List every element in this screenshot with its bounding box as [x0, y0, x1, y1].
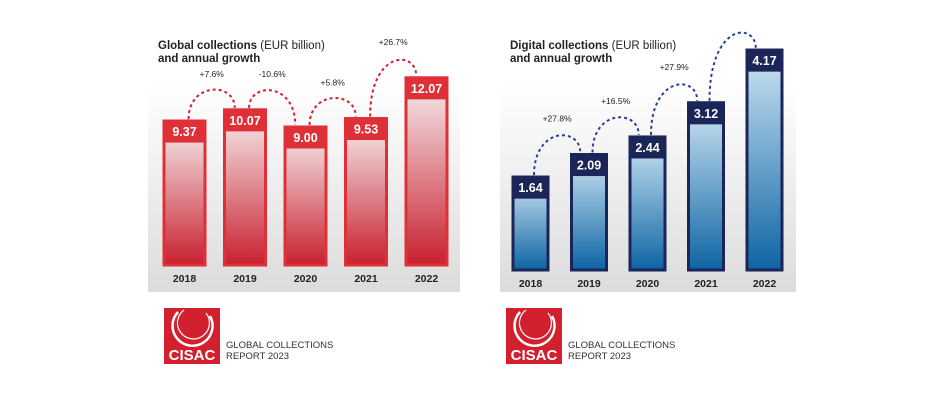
- bar-value-header: [162, 119, 207, 143]
- bar-value-label: 9.37: [172, 125, 196, 139]
- bar-value-header: [628, 135, 667, 159]
- bar-value-header: [511, 175, 550, 199]
- cisac-logo: CISAC: [506, 308, 562, 364]
- bar: [283, 125, 328, 267]
- bar: [344, 117, 388, 267]
- report-caption: GLOBAL COLLECTIONS REPORT 2023: [568, 340, 675, 362]
- chart-title: Global collections (EUR billion) and ann…: [158, 40, 325, 66]
- x-tick-label: 2020: [636, 278, 660, 290]
- global-collections-chart: Global collections (EUR billion) and ann…: [148, 30, 460, 292]
- bar-chart-svg: 9.37 2018 10.07 2019 9.00 2020 9.53 2021 12.07 20…: [162, 37, 449, 285]
- bar: [687, 101, 725, 272]
- bar-value-header: [223, 108, 267, 132]
- x-tick-label: 2018: [173, 273, 197, 285]
- title-unit: (EUR billion): [260, 40, 325, 52]
- bar: [223, 108, 267, 267]
- x-tick-label: 2019: [233, 273, 257, 285]
- svg-text:CISAC: CISAC: [169, 347, 216, 364]
- bar-value-label: 2.09: [577, 159, 601, 173]
- report-line1: GLOBAL COLLECTIONS: [226, 340, 334, 351]
- growth-label: +26.7%: [379, 37, 409, 47]
- x-tick-label: 2021: [354, 273, 378, 285]
- growth-label: -10.6%: [259, 69, 286, 79]
- bar-value-header: [570, 153, 608, 177]
- bar-chart-svg: 1.64 2018 2.09 2019 2.44 2020 3.12 2021 4.17 2022…: [511, 31, 784, 290]
- bar-value-header: [344, 117, 388, 141]
- bar-value-label: 1.64: [518, 181, 542, 195]
- bar-value-header: [283, 125, 328, 149]
- bar: [404, 76, 449, 267]
- bar-value-label: 10.07: [229, 114, 260, 128]
- title-subtitle: and annual growth: [510, 53, 613, 65]
- x-tick-label: 2022: [753, 278, 777, 290]
- growth-arc: [187, 88, 236, 120]
- title-unit: (EUR billion): [611, 40, 677, 52]
- report-line2: REPORT 2023: [568, 351, 632, 362]
- title-subtitle: and annual growth: [158, 53, 261, 65]
- bar-value-header: [745, 48, 784, 72]
- cisac-logo: CISAC: [164, 308, 220, 364]
- growth-arc: [248, 89, 297, 126]
- bar-value-header: [404, 76, 449, 100]
- title-main: Global collections: [158, 40, 258, 52]
- growth-label: +16.5%: [601, 96, 631, 106]
- svg-text:CISAC: CISAC: [511, 347, 558, 364]
- bar: [628, 135, 667, 272]
- bar-value-label: 9.53: [354, 123, 378, 137]
- report-line2: REPORT 2023: [226, 351, 290, 362]
- report-caption: GLOBAL COLLECTIONS REPORT 2023: [226, 340, 333, 362]
- x-tick-label: 2022: [415, 273, 439, 285]
- bar-value-label: 2.44: [635, 141, 659, 155]
- bar: [745, 48, 784, 272]
- x-tick-label: 2020: [294, 273, 318, 285]
- bar-value-label: 3.12: [694, 107, 718, 121]
- growth-arc: [369, 58, 418, 117]
- digital-collections-chart: Digital collections (EUR billion) and an…: [500, 30, 796, 292]
- growth-label: +5.8%: [321, 78, 346, 88]
- chart-title: Digital collections (EUR billion) and an…: [510, 40, 676, 66]
- bar-value-label: 4.17: [752, 54, 776, 68]
- growth-label: +27.9%: [660, 62, 690, 72]
- x-tick-label: 2018: [519, 278, 543, 290]
- bar-value-label: 9.00: [293, 131, 317, 145]
- growth-arc: [591, 116, 640, 153]
- growth-arc: [533, 134, 582, 176]
- report-line1: GLOBAL COLLECTIONS: [568, 340, 676, 351]
- bar-value-label: 12.07: [411, 82, 442, 96]
- bar-value-header: [687, 101, 725, 125]
- growth-arc: [708, 31, 757, 101]
- growth-label: +27.8%: [543, 114, 573, 124]
- x-tick-label: 2021: [694, 278, 718, 290]
- x-tick-label: 2019: [577, 278, 601, 290]
- bar: [162, 119, 207, 267]
- growth-label: +7.6%: [200, 69, 225, 79]
- title-main: Digital collections: [510, 40, 609, 52]
